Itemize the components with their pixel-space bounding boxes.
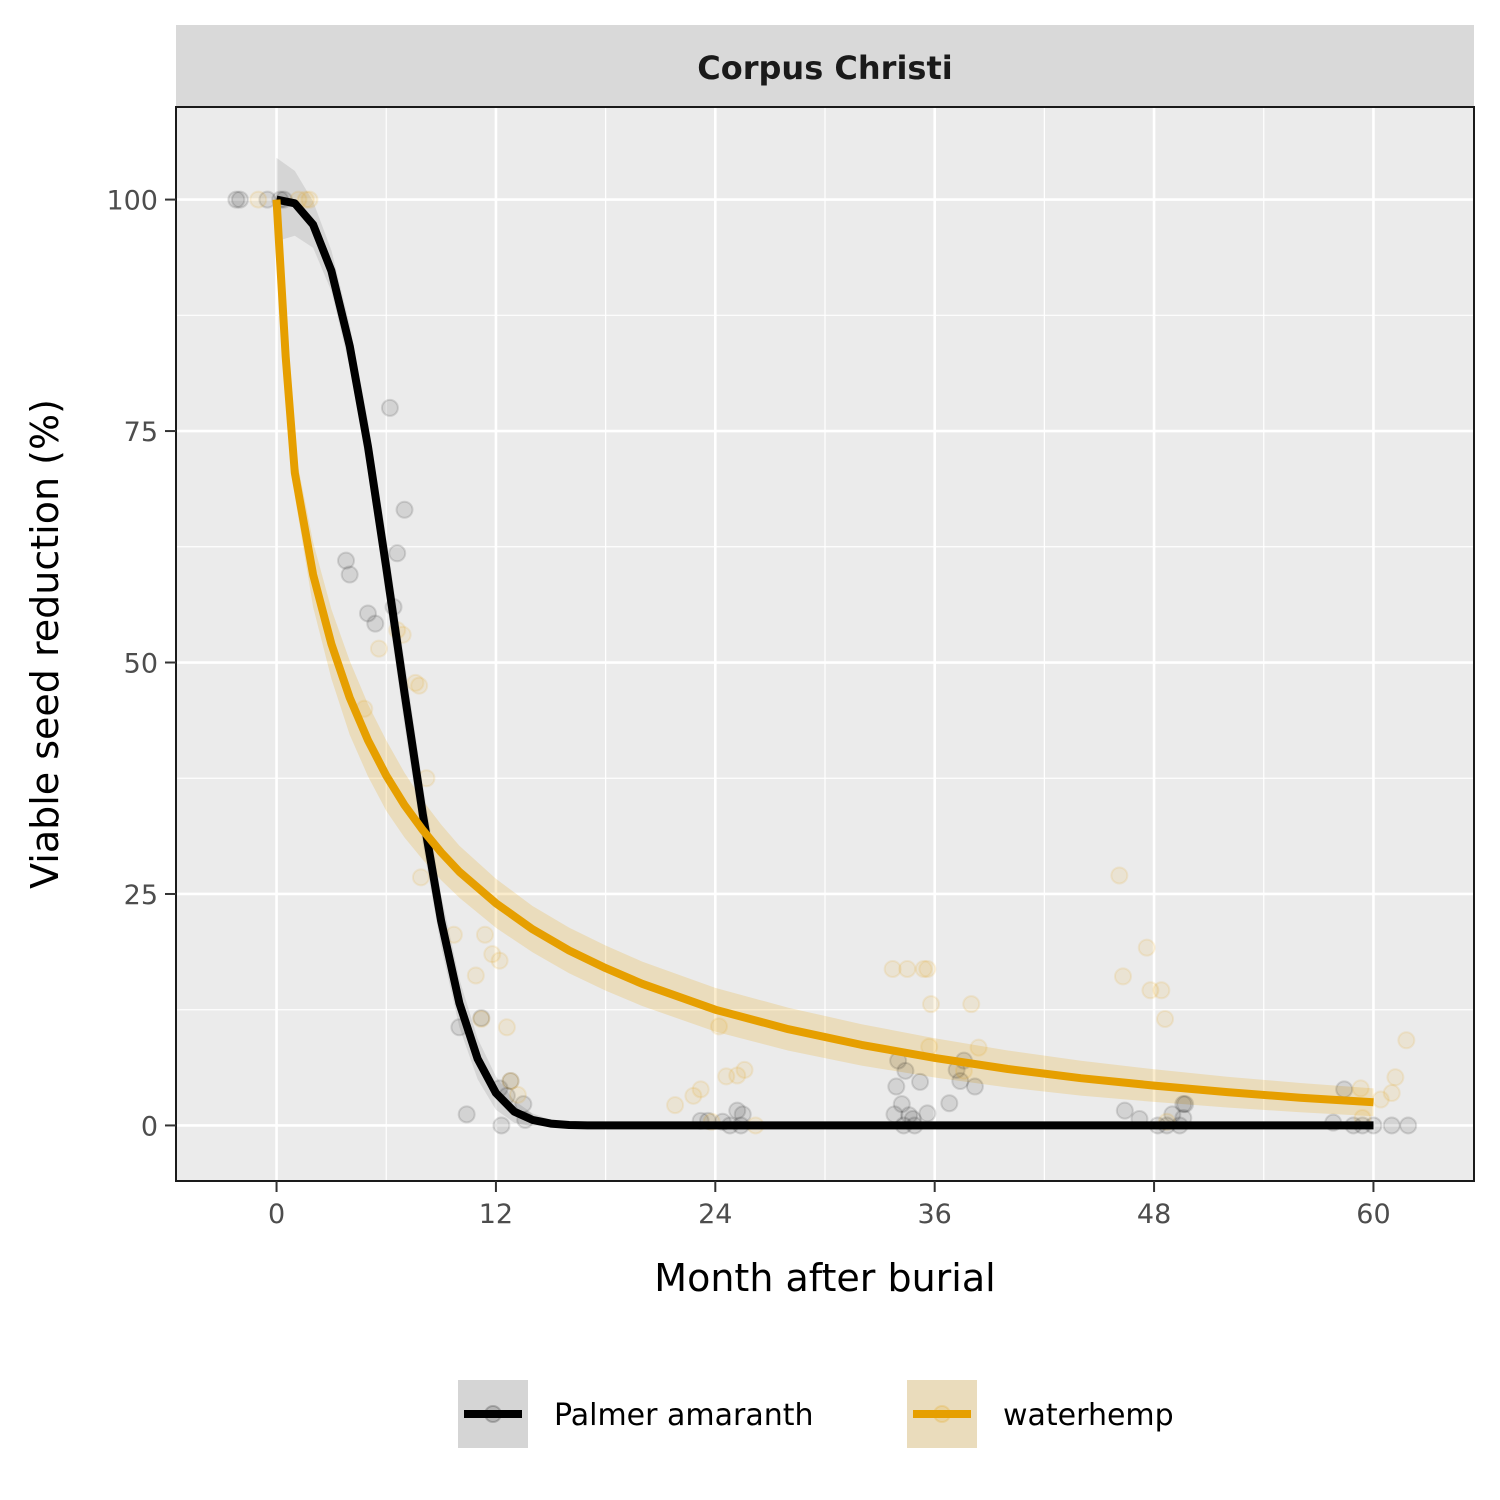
point-palmer-amaranth [965, 1077, 984, 1096]
legend-palmer-amaranth-label: Palmer amaranth [554, 1398, 814, 1433]
point-palmer-amaranth [388, 544, 407, 563]
point-palmer-amaranth [911, 1072, 930, 1091]
x-tick-label: 48 [1137, 1199, 1171, 1230]
point-palmer-amaranth [258, 190, 277, 209]
point-palmer-amaranth [1174, 1095, 1193, 1114]
point-palmer-amaranth [887, 1077, 906, 1096]
point-waterhemp [369, 639, 388, 658]
y-axis: 0 25 50 75 100 [106, 186, 176, 1142]
point-waterhemp [483, 945, 502, 964]
point-waterhemp [898, 959, 917, 978]
facet-strip-label: Corpus Christi [697, 49, 952, 87]
facet-strip [176, 25, 1474, 107]
x-tick-label: 60 [1356, 1199, 1390, 1230]
x-tick-label: 12 [479, 1199, 513, 1230]
point-waterhemp [249, 190, 268, 209]
y-tick-label: 50 [124, 649, 158, 680]
point-waterhemp [410, 676, 429, 695]
point-waterhemp [411, 868, 430, 887]
point-palmer-amaranth [940, 1094, 959, 1113]
point-waterhemp [1141, 981, 1160, 1000]
point-palmer-amaranth [1335, 1080, 1354, 1099]
x-tick-label: 0 [268, 1199, 285, 1230]
point-waterhemp [709, 1017, 728, 1036]
point-palmer-amaranth [728, 1101, 747, 1120]
point-waterhemp [1351, 1079, 1370, 1098]
point-waterhemp [475, 925, 494, 944]
point-waterhemp [1397, 1031, 1416, 1050]
x-tick-label: 24 [698, 1199, 732, 1230]
point-palmer-amaranth [472, 1009, 491, 1028]
point-palmer-amaranth [366, 614, 385, 633]
y-tick-label: 75 [124, 417, 158, 448]
point-waterhemp [691, 1080, 710, 1099]
point-waterhemp [406, 673, 425, 692]
point-waterhemp [883, 959, 902, 978]
y-tick-label: 0 [141, 1111, 158, 1142]
y-tick-label: 25 [124, 880, 158, 911]
y-axis-title: Viable seed reduction (%) [23, 399, 67, 889]
point-palmer-amaranth [230, 190, 249, 209]
point-waterhemp [497, 1018, 516, 1037]
point-palmer-amaranth [340, 565, 359, 584]
point-palmer-amaranth [492, 1116, 511, 1135]
point-waterhemp [728, 1066, 747, 1085]
point-waterhemp [508, 1085, 527, 1104]
point-waterhemp [1110, 866, 1129, 885]
x-tick-label: 36 [918, 1199, 952, 1230]
y-tick-label: 100 [106, 186, 158, 217]
legend: Palmer amaranth waterhemp [458, 1380, 1174, 1448]
point-waterhemp [296, 190, 315, 209]
point-waterhemp [1156, 1009, 1175, 1028]
point-waterhemp [501, 1072, 520, 1091]
point-waterhemp [466, 966, 485, 985]
point-palmer-amaranth [358, 604, 377, 623]
point-palmer-amaranth [501, 1072, 520, 1091]
point-palmer-amaranth [1176, 1095, 1195, 1114]
point-waterhemp [922, 995, 941, 1014]
point-palmer-amaranth [1399, 1116, 1418, 1135]
point-palmer-amaranth [337, 551, 356, 570]
fit-lines [272, 195, 1374, 1130]
point-waterhemp [684, 1086, 703, 1105]
point-waterhemp [1386, 1068, 1405, 1087]
point-palmer-amaranth [380, 398, 399, 417]
point-palmer-amaranth [892, 1095, 911, 1114]
point-waterhemp [918, 959, 937, 978]
point-waterhemp [717, 1067, 736, 1086]
x-axis: 0 12 24 36 48 60 [268, 1181, 1391, 1230]
panel-border [175, 106, 1475, 1182]
point-palmer-amaranth [1382, 1116, 1401, 1135]
point-waterhemp [914, 959, 933, 978]
point-palmer-amaranth [395, 500, 414, 519]
point-waterhemp [666, 1096, 685, 1115]
point-waterhemp [472, 1009, 491, 1028]
point-waterhemp [969, 1038, 988, 1057]
point-waterhemp [1137, 938, 1156, 957]
point-waterhemp [962, 995, 981, 1014]
legend-waterhemp-label: waterhemp [1003, 1398, 1174, 1433]
point-waterhemp [1113, 967, 1132, 986]
point-waterhemp [1152, 981, 1171, 1000]
point-waterhemp [490, 951, 509, 970]
fit-line-waterhemp [272, 199, 1374, 1107]
point-palmer-amaranth [918, 1104, 937, 1123]
x-axis-title: Month after burial [654, 1256, 995, 1300]
point-palmer-amaranth [896, 1061, 915, 1080]
point-waterhemp [300, 190, 319, 209]
point-palmer-amaranth [227, 190, 246, 209]
point-palmer-amaranth [1115, 1101, 1134, 1120]
point-waterhemp [735, 1060, 754, 1079]
point-palmer-amaranth [951, 1072, 970, 1091]
point-palmer-amaranth [457, 1105, 476, 1124]
fit-line-palmer-amaranth [275, 195, 1374, 1130]
point-waterhemp [1382, 1084, 1401, 1103]
